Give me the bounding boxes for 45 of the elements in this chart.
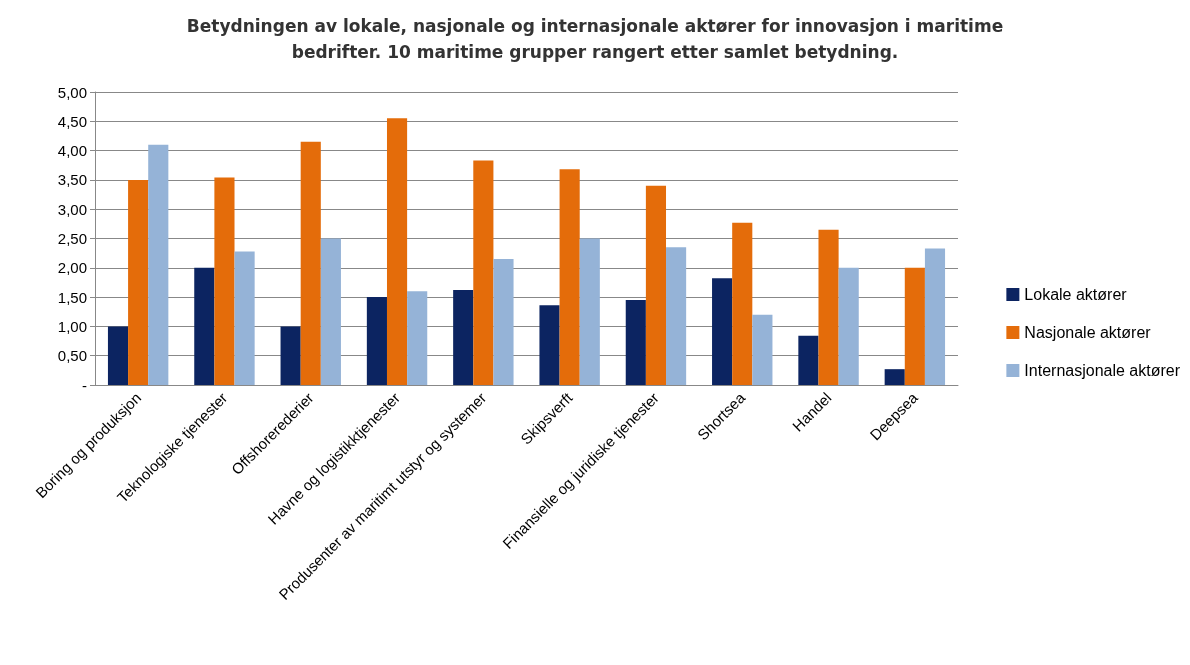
bar (838, 267, 859, 385)
bar (732, 222, 753, 385)
bar (559, 169, 580, 385)
legend-label: Nasjonale aktører (1024, 324, 1152, 341)
bar (818, 229, 839, 385)
bar (645, 185, 667, 385)
bar (473, 160, 494, 385)
bar (579, 238, 600, 385)
bar (625, 300, 646, 385)
bar (752, 314, 773, 385)
y-tick-label: 3,00 (57, 200, 87, 218)
bar (194, 267, 215, 385)
bar (666, 247, 687, 385)
y-tick-label: 4,00 (57, 142, 87, 160)
legend-label: Internasjonale aktører (1024, 362, 1181, 379)
chart-title: Betydningen av lokale, nasjonale og internasjonale aktører for innovasjon i maritime bedrifter. 10 maritime grupper rangert etter samlet betydning. (186, 16, 1004, 62)
bar (300, 141, 321, 385)
bar (712, 278, 733, 385)
bar (366, 297, 387, 385)
y-tick-label: 2,50 (57, 230, 87, 247)
y-tick-label: 5,00 (57, 83, 87, 101)
bar (214, 177, 235, 385)
y-tick-label: 2,00 (57, 259, 87, 277)
bar (386, 118, 408, 385)
bar (148, 144, 169, 385)
y-tick-label: 1,00 (57, 317, 87, 335)
bar (798, 335, 819, 385)
bar (407, 291, 428, 385)
y-tick-label: 1,50 (57, 288, 87, 306)
y-tick-label: 4,50 (57, 112, 87, 130)
bar (884, 369, 905, 385)
bar (320, 238, 341, 385)
bar (128, 179, 149, 385)
bar (924, 248, 946, 385)
bar (539, 305, 560, 385)
legend-label: Lokale aktører (1024, 286, 1128, 303)
y-tick-label: 3,50 (57, 171, 87, 189)
y-tick-label: - (82, 376, 87, 394)
y-tick-label: 0,50 (57, 347, 87, 365)
bar (493, 259, 514, 385)
bar (280, 326, 301, 385)
bar (234, 251, 255, 385)
bar (904, 267, 925, 385)
bar (107, 326, 129, 385)
bar (453, 290, 474, 385)
